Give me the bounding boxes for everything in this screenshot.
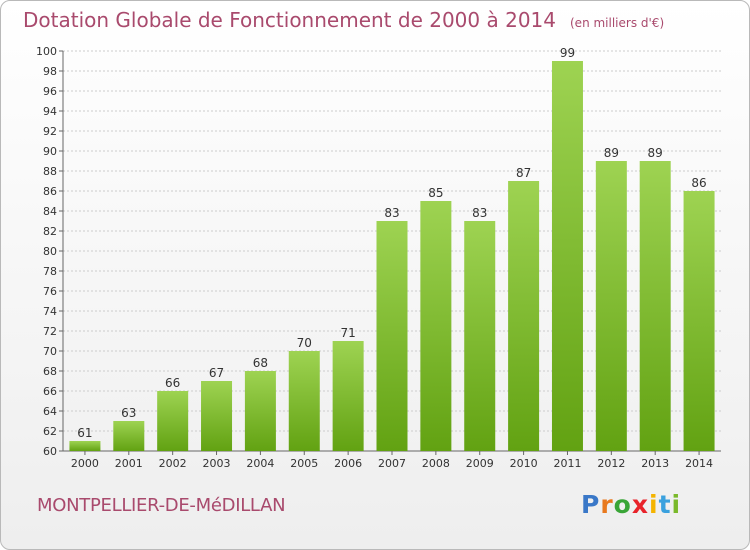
y-tick-label: 96 bbox=[43, 85, 57, 98]
bar-2001 bbox=[113, 421, 145, 451]
proxiti-logo: Proxiti bbox=[581, 490, 681, 519]
bar-value-label: 66 bbox=[165, 376, 180, 390]
y-tick-label: 82 bbox=[43, 225, 57, 238]
x-tick-label: 2009 bbox=[466, 457, 494, 470]
bar-2010 bbox=[508, 181, 540, 451]
y-tick-label: 74 bbox=[43, 305, 57, 318]
logo-letter: i bbox=[671, 490, 682, 519]
y-tick-label: 72 bbox=[43, 325, 57, 338]
bar-2003 bbox=[201, 381, 233, 451]
bar-2002 bbox=[157, 391, 189, 451]
bar-value-label: 63 bbox=[121, 406, 136, 420]
bar-2000 bbox=[69, 441, 101, 451]
x-tick-label: 2008 bbox=[422, 457, 450, 470]
y-tick-label: 88 bbox=[43, 165, 57, 178]
x-tick-label: 2003 bbox=[203, 457, 231, 470]
x-tick-label: 2006 bbox=[334, 457, 362, 470]
y-tick-label: 100 bbox=[36, 45, 57, 58]
bar-2006 bbox=[332, 341, 364, 451]
x-tick-label: 2013 bbox=[641, 457, 669, 470]
bar-value-label: 85 bbox=[428, 186, 443, 200]
y-tick-label: 98 bbox=[43, 65, 57, 78]
bar-2008 bbox=[420, 201, 452, 451]
y-tick-label: 70 bbox=[43, 345, 57, 358]
y-tick-label: 90 bbox=[43, 145, 57, 158]
y-tick-label: 86 bbox=[43, 185, 57, 198]
bar-value-label: 83 bbox=[384, 206, 399, 220]
x-tick-label: 2002 bbox=[159, 457, 187, 470]
bar-value-label: 71 bbox=[340, 326, 355, 340]
y-tick-label: 92 bbox=[43, 125, 57, 138]
logo-letter: x bbox=[631, 490, 649, 519]
y-tick-label: 84 bbox=[43, 205, 57, 218]
title-unit: (en milliers d'€) bbox=[570, 16, 665, 30]
y-tick-label: 60 bbox=[43, 445, 57, 458]
y-tick-label: 80 bbox=[43, 245, 57, 258]
commune-name: MONTPELLIER-DE-MéDILLAN bbox=[37, 495, 286, 516]
bar-value-label: 61 bbox=[77, 426, 92, 440]
bar-value-label: 68 bbox=[253, 356, 268, 370]
bar-2013 bbox=[639, 161, 671, 451]
bar-2011 bbox=[551, 61, 583, 451]
x-tick-label: 2007 bbox=[378, 457, 406, 470]
bar-2012 bbox=[595, 161, 627, 451]
bar-2009 bbox=[464, 221, 496, 451]
x-tick-label: 2012 bbox=[597, 457, 625, 470]
x-tick-label: 2014 bbox=[685, 457, 713, 470]
y-tick-label: 78 bbox=[43, 265, 57, 278]
x-tick-label: 2010 bbox=[510, 457, 538, 470]
y-tick-label: 64 bbox=[43, 405, 57, 418]
bar-2004 bbox=[244, 371, 276, 451]
logo-letter: i bbox=[649, 490, 659, 519]
logo-letter: P bbox=[581, 490, 601, 519]
bar-2005 bbox=[288, 351, 320, 451]
y-tick-label: 76 bbox=[43, 285, 57, 298]
bar-value-label: 86 bbox=[691, 176, 706, 190]
logo-letter: t bbox=[658, 490, 672, 519]
bar-value-label: 70 bbox=[297, 336, 312, 350]
y-tick-label: 68 bbox=[43, 365, 57, 378]
y-tick-label: 94 bbox=[43, 105, 57, 118]
logo-letter: o bbox=[613, 490, 632, 519]
x-tick-label: 2005 bbox=[290, 457, 318, 470]
x-tick-label: 2001 bbox=[115, 457, 143, 470]
y-tick-label: 62 bbox=[43, 425, 57, 438]
bar-value-label: 67 bbox=[209, 366, 224, 380]
bar-value-label: 89 bbox=[648, 146, 663, 160]
bar-value-label: 99 bbox=[560, 46, 575, 60]
x-tick-label: 2000 bbox=[71, 457, 99, 470]
bar-value-label: 89 bbox=[604, 146, 619, 160]
bar-2014 bbox=[683, 191, 715, 451]
x-tick-label: 2011 bbox=[553, 457, 581, 470]
y-tick-label: 66 bbox=[43, 385, 57, 398]
x-tick-label: 2004 bbox=[246, 457, 274, 470]
title-text: Dotation Globale de Fonctionnement de 20… bbox=[23, 8, 556, 32]
bar-value-label: 83 bbox=[472, 206, 487, 220]
bar-2007 bbox=[376, 221, 408, 451]
bar-value-label: 87 bbox=[516, 166, 531, 180]
logo-letter: r bbox=[600, 490, 614, 519]
chart-title: Dotation Globale de Fonctionnement de 20… bbox=[23, 8, 664, 32]
